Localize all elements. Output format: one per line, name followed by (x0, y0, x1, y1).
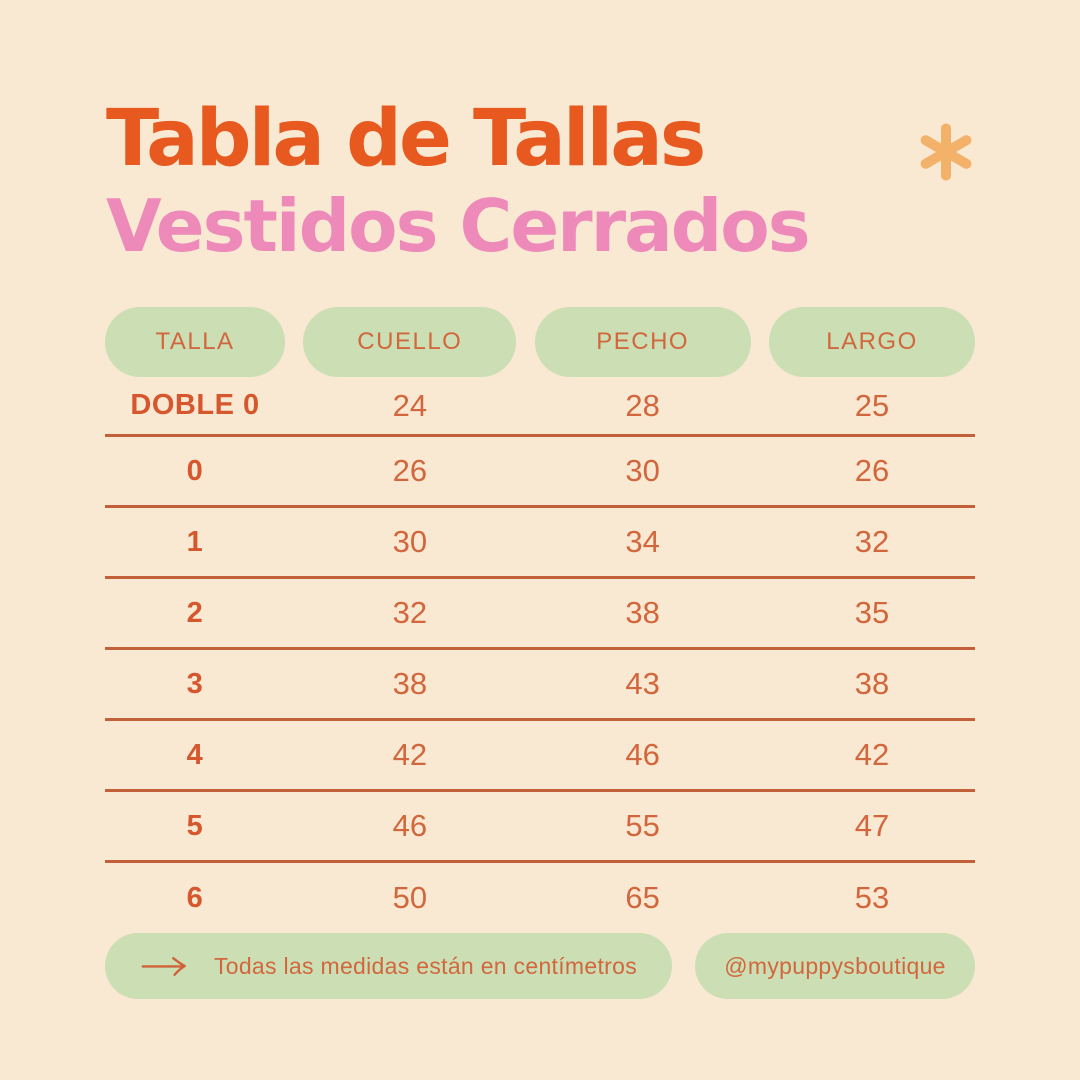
column-header-cuello: CUELLO (303, 307, 517, 377)
cell-pecho: 38 (625, 595, 660, 630)
table-header-row: TALLA CUELLO PECHO LARGO (105, 307, 975, 377)
cell-pecho: 34 (625, 524, 660, 559)
cell-talla: 5 (186, 809, 204, 842)
cell-pecho: 28 (625, 387, 660, 423)
cell-pecho: 65 (625, 880, 660, 915)
cell-pecho: 43 (625, 666, 660, 701)
cell-largo: 26 (854, 453, 890, 488)
cell-talla: 6 (186, 881, 204, 914)
cell-cuello: 46 (392, 808, 428, 843)
cell-cuello: 50 (392, 880, 428, 915)
column-header-label: CUELLO (357, 328, 463, 355)
cell-largo: 42 (854, 737, 890, 772)
table-row: 3 38 43 38 (105, 650, 975, 721)
size-table: TALLA CUELLO PECHO LARGO DOBLE 0 24 28 2… (105, 307, 975, 933)
cell-cuello: 42 (392, 737, 428, 772)
social-handle-pill: @mypuppysboutique (695, 933, 975, 999)
cell-largo: 25 (854, 387, 890, 423)
cell-cuello: 24 (392, 387, 428, 423)
cell-largo: 32 (854, 524, 890, 559)
table-body: DOBLE 0 24 28 25 0 26 30 26 1 30 34 32 2… (105, 377, 975, 933)
column-header-largo: LARGO (768, 307, 975, 377)
table-row: 0 26 30 26 (105, 437, 975, 508)
cell-talla: 2 (186, 596, 204, 629)
column-header-label: TALLA (155, 328, 235, 355)
table-row: 1 30 34 32 (105, 508, 975, 579)
page-subtitle: Vestidos Cerrados (106, 184, 811, 268)
cell-cuello: 32 (392, 595, 428, 630)
column-header-label: PECHO (596, 328, 690, 355)
table-row: 4 42 46 42 (105, 721, 975, 792)
cell-cuello: 30 (392, 524, 428, 559)
footer: Todas las medidas están en centímetros @… (105, 933, 975, 999)
cell-largo: 35 (854, 595, 890, 630)
asterisk-icon (920, 123, 972, 181)
units-note-pill: Todas las medidas están en centímetros (105, 933, 672, 999)
column-header-pecho: PECHO (534, 307, 751, 377)
cell-largo: 47 (854, 808, 890, 843)
cell-talla: 4 (186, 738, 204, 771)
cell-cuello: 38 (392, 666, 428, 701)
column-header-label: LARGO (826, 328, 918, 355)
cell-talla: 3 (186, 667, 204, 700)
social-handle-text: @mypuppysboutique (724, 952, 946, 979)
cell-pecho: 55 (625, 808, 660, 843)
cell-cuello: 26 (392, 453, 428, 488)
cell-talla: 1 (186, 525, 204, 558)
cell-pecho: 46 (625, 737, 660, 772)
cell-talla: DOBLE 0 (130, 389, 260, 421)
table-row: 2 32 38 35 (105, 579, 975, 650)
column-header-talla: TALLA (105, 307, 285, 377)
page-title: Tabla de Tallas (106, 94, 706, 184)
table-row: 6 50 65 53 (105, 863, 975, 933)
cell-talla: 0 (186, 454, 204, 487)
cell-largo: 38 (854, 666, 890, 701)
right-arrow-icon (141, 956, 186, 976)
table-row: 5 46 55 47 (105, 792, 975, 863)
cell-pecho: 30 (625, 453, 660, 488)
cell-largo: 53 (854, 880, 890, 915)
units-note-text: Todas las medidas están en centímetros (213, 952, 638, 979)
table-row: DOBLE 0 24 28 25 (105, 377, 975, 437)
